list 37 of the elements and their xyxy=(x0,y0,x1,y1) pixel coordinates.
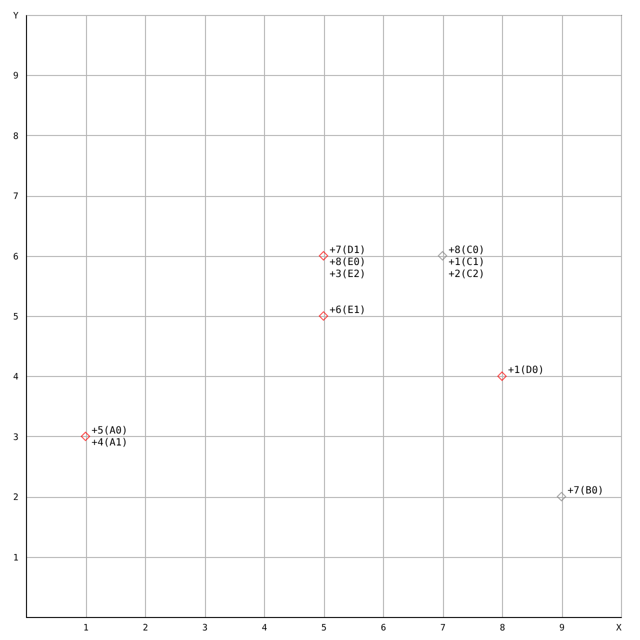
x-tick-label: 2 xyxy=(142,624,148,634)
x-tick-label: 8 xyxy=(500,624,506,634)
annotation: +7(B0) xyxy=(568,486,604,497)
annotation: +4(A1) xyxy=(92,437,128,448)
point xyxy=(556,492,566,502)
x-tick-label: 3 xyxy=(202,624,208,634)
x-tick-label: 7 xyxy=(440,624,446,634)
annotation: +5(A0) xyxy=(92,425,128,436)
annotation: +1(C1) xyxy=(448,256,485,268)
point xyxy=(318,311,328,321)
x-tick-label: 1 xyxy=(83,624,89,634)
y-tick-label: 5 xyxy=(13,312,18,322)
annotation: +8(C0) xyxy=(448,244,485,256)
annotation: +1(D0) xyxy=(508,365,544,376)
y-tick-label: 4 xyxy=(13,372,18,383)
point xyxy=(497,372,507,381)
point xyxy=(318,251,328,260)
x-tick-label: 9 xyxy=(559,624,565,634)
y-tick-label: 7 xyxy=(13,192,18,202)
annotation: +3(E2) xyxy=(330,268,366,280)
x-tick-label: 4 xyxy=(262,624,268,634)
annotation: +7(D1) xyxy=(330,244,366,256)
point xyxy=(80,432,90,442)
y-tick-label: 8 xyxy=(13,132,18,142)
y-tick-label: 1 xyxy=(13,553,18,564)
y-tick-label: 2 xyxy=(13,493,18,504)
x-tick-label: X xyxy=(616,624,622,634)
x-tick-label: 5 xyxy=(321,624,327,634)
y-tick-label: 6 xyxy=(13,252,18,262)
x-tick-label: 6 xyxy=(380,624,386,634)
annotation: +2(C2) xyxy=(448,268,485,280)
y-tick-label: 3 xyxy=(13,432,18,443)
point xyxy=(438,251,448,260)
y-tick-label: 9 xyxy=(13,72,18,82)
y-tick-label: Y xyxy=(13,12,20,22)
annotation: +8(E0) xyxy=(330,256,366,268)
annotation: +6(E1) xyxy=(330,305,366,316)
